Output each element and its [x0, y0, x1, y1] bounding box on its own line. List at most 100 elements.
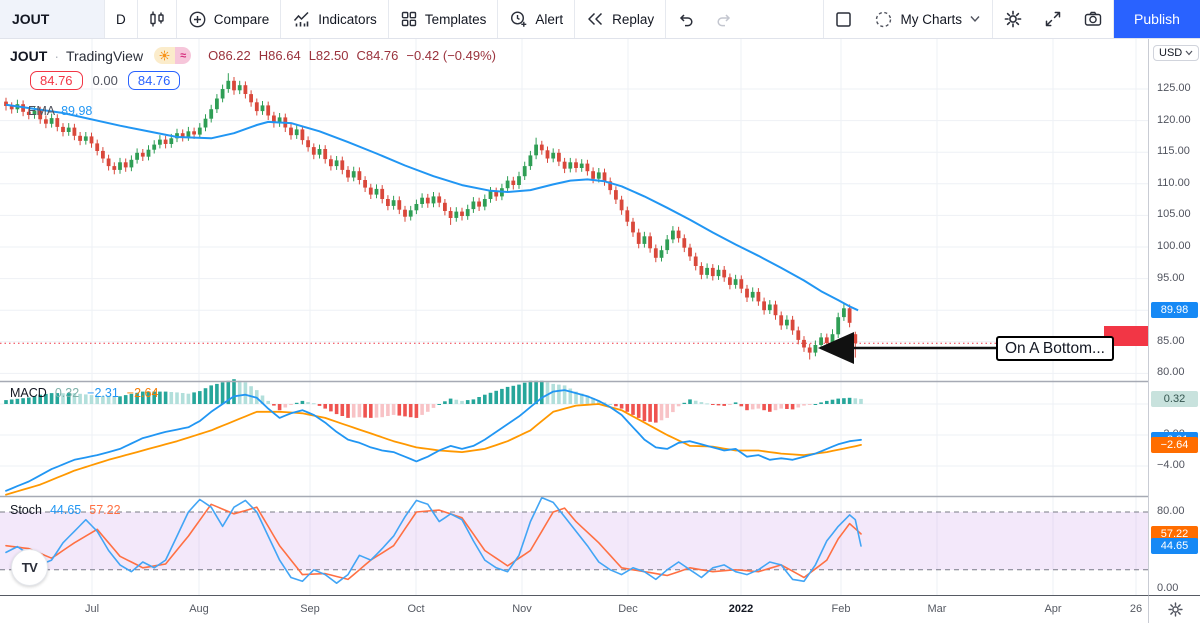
- macd-legend: MACD 0.32 −2.31 −2.64: [10, 386, 158, 400]
- chart-canvas[interactable]: JOUT · TradingView ≈ O86.22 H86.64 L82.5…: [0, 38, 1148, 595]
- prev-price-chip: 84.76: [127, 71, 181, 90]
- fullscreen-button[interactable]: [1033, 0, 1073, 38]
- templates-button[interactable]: Templates: [389, 0, 498, 38]
- interval-button[interactable]: D: [105, 0, 137, 38]
- snapshot-button[interactable]: [1073, 0, 1113, 38]
- templates-grid-icon: [401, 11, 417, 27]
- time-axis-label: 26: [1129, 603, 1143, 615]
- toolbar-separator: [387, 0, 389, 38]
- gridlines: [0, 38, 1148, 595]
- sun-icon: [154, 47, 176, 64]
- time-axis-label: Nov: [512, 603, 532, 615]
- ema-legend: EMA 89.98: [28, 104, 92, 118]
- symbol-search-button[interactable]: JOUT: [0, 0, 104, 38]
- macd-label: MACD: [10, 386, 47, 400]
- price-scale-label: 120.00: [1157, 113, 1191, 126]
- stoch-scale-badge: 44.65: [1151, 538, 1198, 555]
- replay-rewind-icon: [588, 12, 603, 26]
- price-scale[interactable]: USD 125.00 120.00 115.00 110.00 105.00 100.00…: [1148, 38, 1200, 595]
- toolbar-separator: [104, 0, 105, 38]
- stoch-k-value: 44.65: [49, 503, 82, 517]
- price-scale-label: 110.00: [1157, 176, 1190, 189]
- symbol-name: JOUT: [12, 11, 50, 27]
- symbol-title: JOUT: [10, 47, 48, 64]
- publish-button[interactable]: Publish: [1114, 0, 1200, 38]
- toolbar-separator: [823, 0, 825, 38]
- ohlc-values: O86.22 H86.64 L82.50 C84.76 −0.42 (−0.49…: [208, 48, 496, 63]
- chevron-down-icon: [1185, 50, 1193, 56]
- ema-value: 89.98: [61, 104, 93, 118]
- fullscreen-icon: [1045, 11, 1061, 27]
- tradingview-logo[interactable]: TV: [11, 549, 48, 586]
- last-price-tag: [1104, 326, 1148, 346]
- currency-label: USD: [1159, 47, 1183, 59]
- price-scale-label: 115.00: [1157, 145, 1190, 158]
- stoch-scale-label: 80.00: [1157, 505, 1185, 517]
- undo-button[interactable]: [666, 0, 705, 38]
- stoch-band: [0, 511, 1148, 571]
- toolbar-separator: [992, 0, 993, 38]
- ohlc-high: H86.64: [258, 48, 301, 63]
- macd-scale-badge: 0.32: [1151, 391, 1198, 408]
- redo-button[interactable]: [705, 0, 744, 38]
- layout-button[interactable]: [824, 0, 863, 38]
- macd-signal-value: −2.64: [126, 386, 159, 400]
- alert-clock-icon: [511, 10, 527, 27]
- toolbar-separator: [280, 0, 282, 38]
- undo-icon: [680, 13, 693, 26]
- main-scale-badge: 89.98: [1151, 302, 1198, 319]
- macd-line-value: −2.31: [87, 386, 119, 400]
- toolbar-separator: [574, 0, 576, 38]
- my-charts-button[interactable]: My Charts: [863, 0, 992, 38]
- camera-icon: [1084, 11, 1102, 26]
- macd-histogram: [4, 379, 863, 423]
- top-toolbar: JOUT D Compare Indicators Templates Aler…: [0, 0, 1200, 39]
- time-axis-label: Dec: [618, 603, 638, 615]
- price-scale-label: 125.00: [1157, 82, 1191, 94]
- macd-scale-badge: −2.64: [1151, 436, 1198, 453]
- settings-button[interactable]: [993, 0, 1033, 38]
- price-scale-label: 85.00: [1157, 334, 1185, 347]
- replay-button[interactable]: Replay: [575, 0, 665, 38]
- chart-svg: [0, 38, 1148, 595]
- chart-style-button[interactable]: [138, 0, 176, 38]
- redo-icon: [717, 13, 731, 26]
- stoch-lines: [5, 496, 862, 585]
- axis-settings-corner[interactable]: [1148, 595, 1200, 623]
- candlestick-icon: [150, 11, 164, 27]
- candlestick-series: [4, 73, 858, 360]
- last-price-chip: 84.76: [30, 71, 83, 90]
- compare-plus-icon: [189, 11, 206, 27]
- compare-button[interactable]: Compare: [177, 0, 281, 38]
- currency-selector[interactable]: USD: [1153, 45, 1200, 61]
- axis-gear-icon: [1167, 602, 1183, 617]
- symbol-status-pill[interactable]: ≈: [154, 47, 192, 64]
- price-scale-label: 100.00: [1157, 240, 1191, 252]
- indicators-icon: [294, 11, 309, 26]
- symbol-source: TradingView: [66, 47, 144, 64]
- annotation-arrow: [818, 332, 996, 364]
- time-axis-label: Mar: [927, 603, 947, 615]
- time-axis-label: Apr: [1044, 603, 1062, 615]
- zero-change-value: 0.00: [92, 73, 118, 88]
- ohlc-open: O86.22: [208, 48, 251, 63]
- toolbar-separator: [175, 0, 177, 38]
- indicators-button[interactable]: Indicators: [281, 0, 388, 38]
- stoch-d-value: 57.22: [89, 503, 121, 517]
- price-scale-label: 95.00: [1157, 271, 1185, 284]
- time-axis-label: Sep: [300, 603, 320, 615]
- toolbar-separator: [497, 0, 499, 38]
- alert-button[interactable]: Alert: [498, 0, 574, 38]
- symbol-separator: ·: [54, 47, 60, 64]
- stoch-label: Stoch: [10, 503, 42, 517]
- toolbar-separator: [665, 0, 667, 38]
- gear-icon: [1004, 10, 1022, 28]
- approx-icon: ≈: [175, 47, 192, 64]
- time-axis-label: Jul: [84, 603, 100, 615]
- annotation-callout[interactable]: On A Bottom...: [996, 336, 1114, 361]
- pane-dividers: [0, 380, 1148, 498]
- ema-line: [5, 103, 859, 312]
- time-axis[interactable]: Jul Aug Sep Oct Nov Dec 2022 Feb Mar Apr 26: [0, 595, 1148, 623]
- macd-scale-label: −4.00: [1157, 459, 1185, 471]
- chevron-down-icon: [970, 16, 980, 23]
